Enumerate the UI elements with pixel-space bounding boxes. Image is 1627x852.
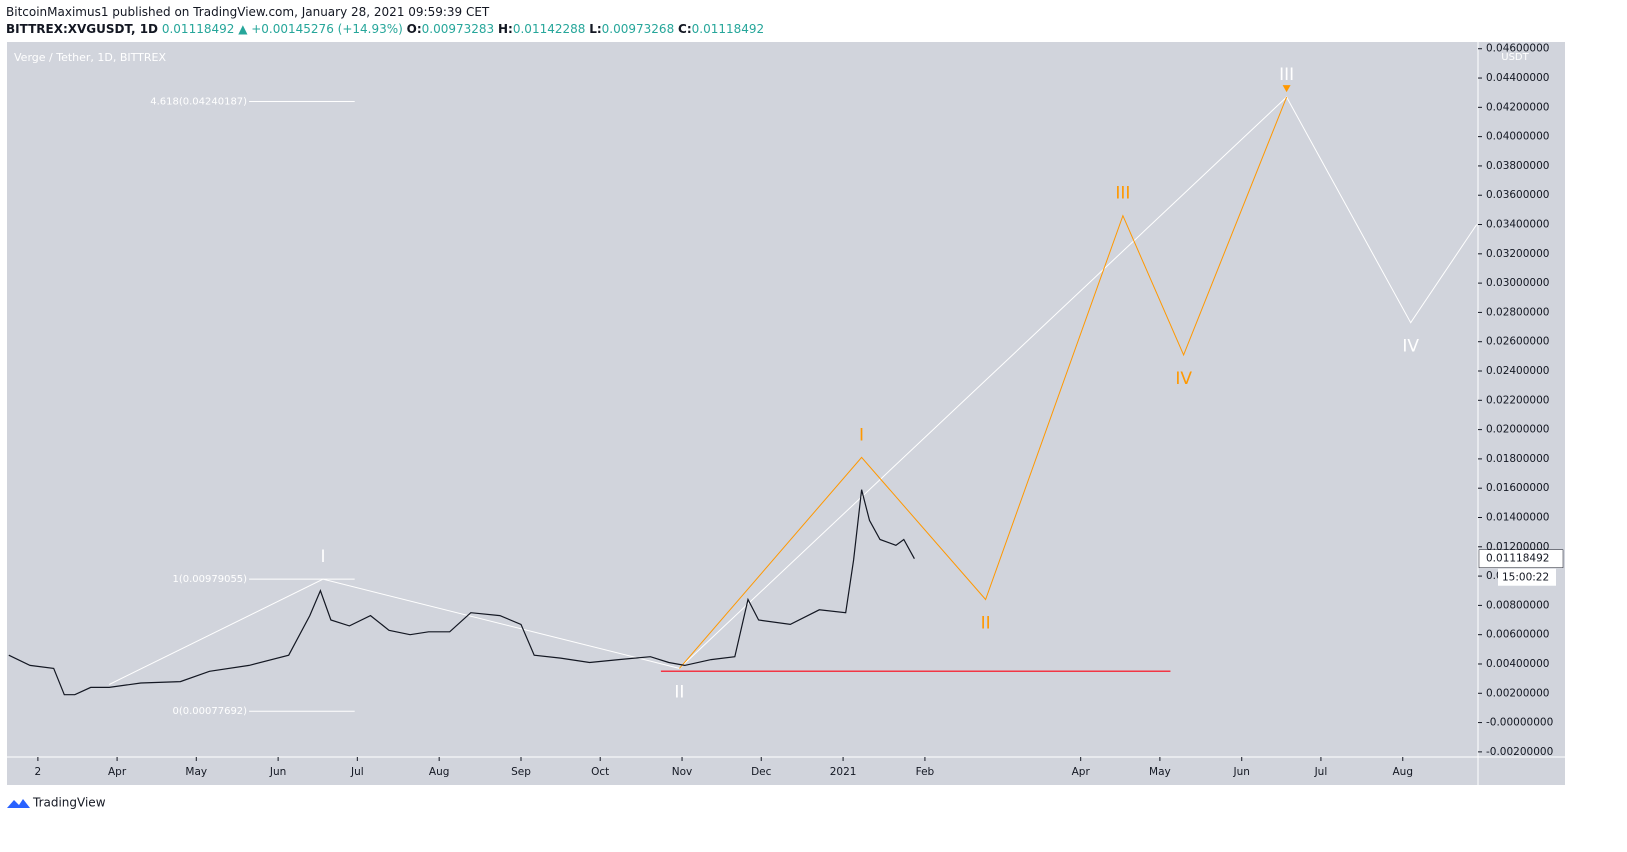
change: ▲ +0.00145276 (+14.93%) [238, 22, 403, 36]
x-tick-label: Jun [1233, 766, 1250, 778]
y-tick-label: -0.00200000 [1486, 746, 1553, 758]
y-tick-label: 0.04000000 [1486, 131, 1549, 143]
x-tick-label: May [185, 766, 207, 778]
logo-icon [7, 799, 30, 808]
wave-label: IV [1175, 369, 1192, 389]
y-tick-label: 0.04400000 [1486, 72, 1549, 84]
x-tick-label: Apr [1072, 766, 1091, 778]
y-tick-label: 0.03600000 [1486, 189, 1549, 201]
ohlc-key: H: [498, 22, 513, 36]
wave-label: I [320, 547, 325, 567]
ohlc-value: 0.00973283 [421, 22, 495, 36]
ohlc-value: 0.00973268 [601, 22, 675, 36]
wave-label: III [1279, 65, 1294, 85]
y-tick-label: 0.03200000 [1486, 248, 1549, 260]
x-tick-label: Oct [591, 766, 609, 778]
y-tick-label: 0.04600000 [1486, 43, 1549, 55]
x-tick-label: Feb [916, 766, 935, 778]
x-tick-label: Dec [751, 766, 772, 778]
y-unit: USDT [1501, 52, 1529, 63]
symbol-line: BITTREX:XVGUSDT, 1D 0.01118492 ▲ +0.0014… [6, 21, 764, 38]
y-tick-label: 0.03400000 [1486, 219, 1549, 231]
fib-label: 0(0.00077692) [172, 706, 247, 717]
wave-label: II [981, 614, 991, 634]
last-price: 0.01118492 [161, 22, 235, 36]
y-tick-label: 0.02800000 [1486, 306, 1549, 318]
x-tick-label: Jun [269, 766, 286, 778]
price-tag-label: 0.01118492 [1486, 553, 1549, 565]
x-tick-label: Aug [1393, 766, 1414, 778]
header: BitcoinMaximus1 published on TradingView… [6, 4, 764, 38]
y-tick-label: 0.04200000 [1486, 101, 1549, 113]
y-tick-label: 0.02400000 [1486, 365, 1549, 377]
y-tick-label: 0.01800000 [1486, 453, 1549, 465]
x-tick-label: Apr [108, 766, 127, 778]
x-tick-label: Aug [429, 766, 450, 778]
x-tick-label: Nov [672, 766, 693, 778]
wave-label: III [1115, 184, 1130, 204]
footer-logo: TradingView [7, 796, 106, 810]
x-tick-label: Jul [1314, 766, 1328, 778]
ohlc-l: L:0.00973268 [589, 22, 674, 36]
y-tick-label: 0.00800000 [1486, 599, 1549, 611]
y-tick-label: 0.02000000 [1486, 424, 1549, 436]
ohlc-value: 0.01142288 [512, 22, 586, 36]
footer-text: TradingView [32, 796, 106, 810]
y-tick-label: 0.03800000 [1486, 160, 1549, 172]
ohlc-h: H:0.01142288 [498, 22, 585, 36]
wave-label: I [859, 425, 864, 445]
x-tick-label: Sep [511, 766, 531, 778]
countdown-box [1498, 568, 1556, 586]
wave-label: II [674, 682, 684, 702]
wave-path [679, 96, 1288, 669]
ohlc-key: L: [589, 22, 602, 36]
x-tick-label: 2 [35, 766, 42, 778]
y-tick-label: 0.02600000 [1486, 336, 1549, 348]
fib-label: 4.618(0.04240187) [150, 96, 247, 107]
fib-label: 1(0.00979055) [172, 574, 247, 585]
plot-background [7, 42, 1565, 785]
y-tick-label: 0.01600000 [1486, 482, 1549, 494]
ohlc-key: O: [406, 22, 422, 36]
countdown: 15:00:22 [1502, 572, 1549, 584]
x-tick-label: May [1149, 766, 1171, 778]
y-tick-label: 0.00600000 [1486, 629, 1549, 641]
wave-arrow [1282, 85, 1291, 93]
chart-title: Verge / Tether, 1D, BITTREX [14, 51, 166, 64]
ohlc-o: O:0.00973283 [407, 22, 495, 36]
x-tick-label: 2021 [830, 766, 857, 778]
x-tick-label: Jul [350, 766, 364, 778]
price-tag-box [1478, 549, 1564, 568]
y-tick-label: 0.02200000 [1486, 394, 1549, 406]
symbol: BITTREX:XVGUSDT, 1D [6, 22, 159, 36]
publisher: BitcoinMaximus1 published on TradingView… [6, 5, 490, 19]
wave-label: IV [1402, 337, 1419, 357]
y-tick-label: 0.01400000 [1486, 511, 1549, 523]
price-line [8, 489, 915, 696]
y-tick-label: 0.00200000 [1486, 687, 1549, 699]
y-tick-label: 0.00400000 [1486, 658, 1549, 670]
y-tick-label: 0.03000000 [1486, 277, 1549, 289]
y-tick-label: -0.00000000 [1486, 717, 1553, 729]
ohlc-value: 0.01118492 [691, 22, 765, 36]
wave-path [108, 96, 1478, 685]
ohlc-c: C:0.01118492 [678, 22, 764, 36]
ohlc-key: C: [678, 22, 692, 36]
